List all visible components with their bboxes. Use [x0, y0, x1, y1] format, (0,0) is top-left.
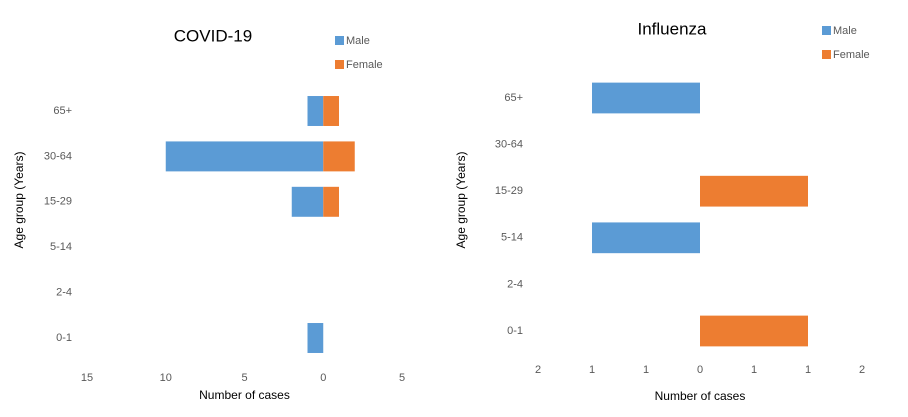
bar [323, 141, 355, 172]
bar [165, 141, 324, 172]
y-tick-label: 30-64 [44, 150, 72, 162]
chart-title: COVID-19 [174, 26, 252, 45]
y-tick-label: 65+ [504, 92, 523, 104]
chart-title: Influenza [638, 19, 708, 38]
x-axis-title: Number of cases [655, 389, 746, 403]
y-axis-title: Age group (Years) [12, 152, 26, 249]
bar [307, 96, 324, 126]
x-tick-label: 1 [751, 364, 757, 376]
legend-swatch [822, 50, 831, 59]
legend-swatch [335, 60, 344, 69]
bar [700, 175, 808, 207]
y-tick-label: 15-29 [495, 185, 523, 197]
x-tick-label: 5 [241, 372, 247, 384]
legend-label: Male [346, 35, 370, 47]
x-tick-label: 0 [320, 372, 326, 384]
y-tick-label: 15-29 [44, 196, 72, 208]
y-tick-label: 5-14 [501, 232, 523, 244]
y-tick-label: 2-4 [56, 287, 72, 299]
y-axis-title: Age group (Years) [454, 152, 468, 249]
legend-label: Female [833, 49, 870, 61]
legend-swatch [822, 26, 831, 35]
y-tick-label: 0-1 [507, 325, 523, 337]
bar [700, 315, 808, 347]
x-tick-label: 1 [805, 364, 811, 376]
legend-swatch [335, 36, 344, 45]
x-tick-label: 1 [589, 364, 595, 376]
x-tick-label: 2 [859, 364, 865, 376]
y-tick-label: 0-1 [56, 332, 72, 344]
bar [323, 186, 339, 217]
x-tick-label: 1 [643, 364, 649, 376]
x-tick-label: 15 [81, 372, 93, 384]
bar [592, 82, 700, 114]
y-tick-label: 30-64 [495, 139, 523, 151]
y-tick-label: 5-14 [50, 241, 72, 253]
legend-label: Female [346, 59, 383, 71]
y-tick-label: 2-4 [507, 278, 523, 290]
bar [291, 186, 324, 217]
x-tick-label: 0 [697, 364, 703, 376]
x-tick-label: 10 [160, 372, 172, 384]
legend-label: Male [833, 25, 857, 37]
bar [592, 222, 700, 254]
bar [307, 323, 324, 353]
y-tick-label: 65+ [53, 105, 72, 117]
x-tick-label: 5 [399, 372, 405, 384]
bar [323, 96, 339, 126]
x-tick-label: 2 [535, 364, 541, 376]
x-axis-title: Number of cases [199, 388, 290, 402]
